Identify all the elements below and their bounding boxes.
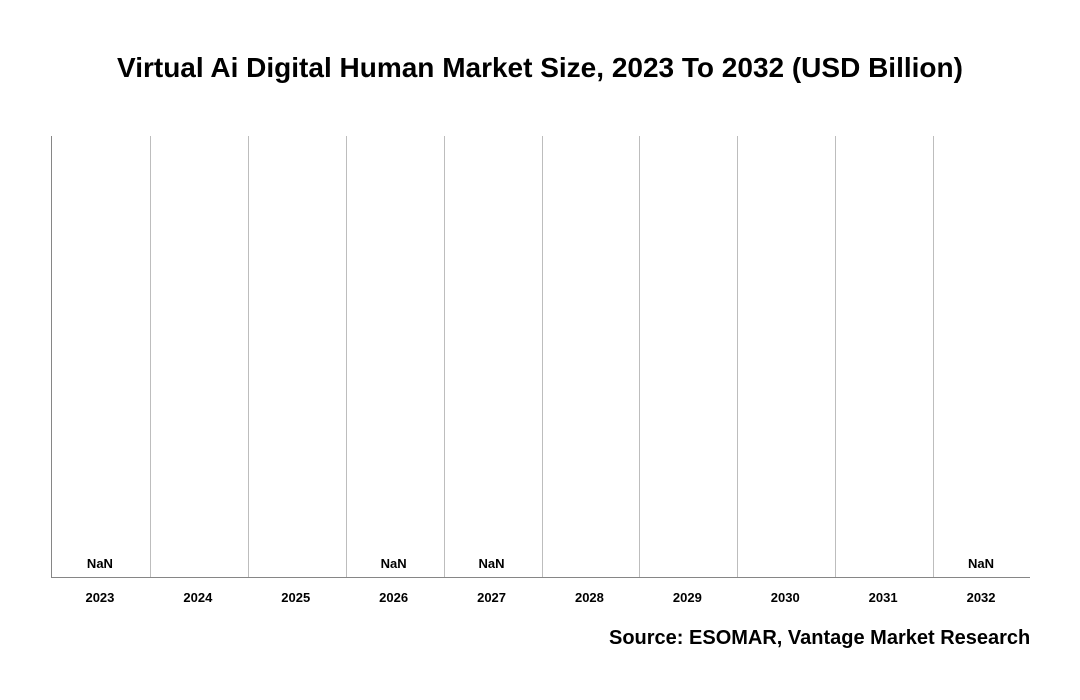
x-tick-2030: 2030 <box>771 590 800 605</box>
bar-value-label: NaN <box>87 556 113 571</box>
x-tick-2023: 2023 <box>85 590 114 605</box>
bar-value-label: NaN <box>381 556 407 571</box>
x-tick-2031: 2031 <box>869 590 898 605</box>
x-tick-2025: 2025 <box>281 590 310 605</box>
x-tick-2027: 2027 <box>477 590 506 605</box>
gridline <box>933 136 934 577</box>
bar-value-label: NaN <box>968 556 994 571</box>
x-tick-2028: 2028 <box>575 590 604 605</box>
x-tick-2029: 2029 <box>673 590 702 605</box>
gridline <box>150 136 151 577</box>
gridline <box>639 136 640 577</box>
x-tick-2026: 2026 <box>379 590 408 605</box>
x-tick-2032: 2032 <box>967 590 996 605</box>
gridline <box>346 136 347 577</box>
gridline <box>737 136 738 577</box>
chart-title: Virtual Ai Digital Human Market Size, 20… <box>0 52 1080 84</box>
gridline <box>542 136 543 577</box>
gridline <box>248 136 249 577</box>
bar-value-label: NaN <box>479 556 505 571</box>
x-tick-2024: 2024 <box>183 590 212 605</box>
gridline <box>444 136 445 577</box>
gridline <box>835 136 836 577</box>
plot-area <box>51 136 1030 578</box>
source-attribution: Source: ESOMAR, Vantage Market Research <box>609 627 1030 650</box>
